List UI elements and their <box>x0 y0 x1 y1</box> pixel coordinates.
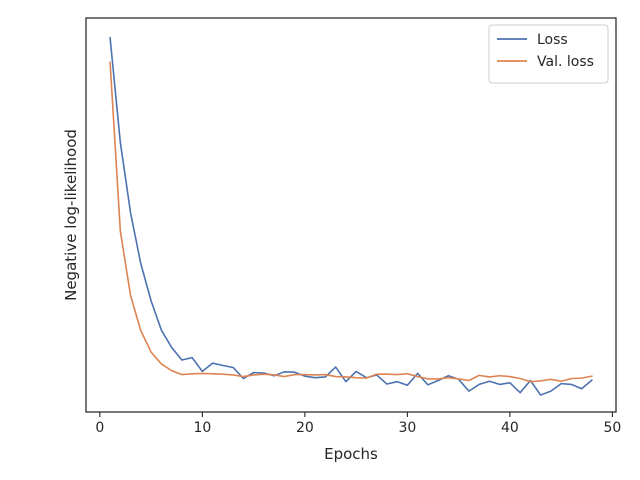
x-axis-label: Epochs <box>324 445 378 463</box>
y-axis-label: Negative log-likelihood <box>62 129 80 301</box>
x-tick-label: 30 <box>398 420 416 436</box>
x-tick-label: 20 <box>296 420 314 436</box>
x-axis-ticks: 0 10 20 30 40 50 <box>95 412 621 436</box>
x-tick-label: 10 <box>193 420 211 436</box>
x-tick-label: 0 <box>95 420 104 436</box>
series-layer <box>109 36 593 396</box>
x-tick-label: 40 <box>501 420 519 436</box>
axes-frame <box>85 17 617 413</box>
x-tick-label: 50 <box>603 420 621 436</box>
legend-label: Loss <box>537 32 568 48</box>
legend: Loss Val. loss <box>488 24 609 84</box>
series-line-2 <box>109 61 593 383</box>
legend-label: Val. loss <box>537 54 594 70</box>
